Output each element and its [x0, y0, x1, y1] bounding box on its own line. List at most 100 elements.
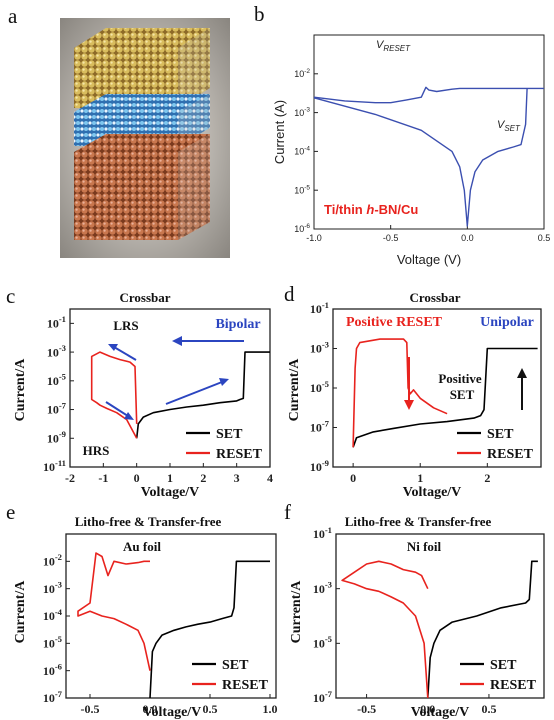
chart-c-ytick-label: 10-3	[47, 343, 67, 359]
ytick-exponent: -5	[322, 379, 329, 389]
ytick-base: 10	[294, 108, 304, 118]
ytick-exponent: -2	[55, 552, 62, 562]
chart-b-series-curve	[313, 88, 528, 227]
chart-f-legend-label-reset: RESET	[490, 678, 537, 693]
vreset-sub: RESET	[383, 44, 411, 53]
chart-e-ytick-label: 10-7	[43, 689, 63, 705]
chart-c-ytick-label: 10-7	[47, 400, 67, 416]
chart-f-series-set	[427, 560, 538, 699]
chart-e-xtick-label: 0.0	[143, 702, 158, 716]
chart-c-xtick-label: -2	[65, 471, 75, 485]
chart-d-legend-label-set: SET	[487, 427, 514, 442]
ytick-base: 10	[294, 185, 304, 195]
chart-f-xtick-label: 0.5	[481, 702, 496, 716]
chart-e-foil-label: Au foil	[123, 539, 161, 554]
chart-f-ytick-label: 10-1	[313, 525, 332, 541]
ytick-exponent: -4	[55, 607, 63, 617]
ytick-base: 10	[310, 342, 322, 356]
chart-e-xtick-label: 1.0	[263, 702, 278, 716]
ytick-base: 10	[47, 345, 59, 359]
chart-f-ytick-label: 10-7	[313, 689, 333, 705]
positive-set-line1: Positive	[438, 371, 482, 386]
ytick-exponent: -3	[304, 107, 310, 114]
chart-d-series-set	[352, 347, 538, 448]
ytick-base: 10	[47, 403, 59, 417]
chart-d-xlabel: Voltage/V	[403, 485, 462, 500]
chart-d-ylabel: Current/A	[287, 358, 302, 422]
chart-f-xtick-label: -0.5	[357, 702, 376, 716]
chart-d-ytick-label: 10-7	[310, 418, 330, 434]
chart-e-xtick-label: -0.5	[81, 702, 100, 716]
ytick-exponent: -7	[325, 689, 333, 699]
chart-c-legend-label-reset: RESET	[216, 447, 263, 462]
ytick-base: 10	[313, 691, 325, 705]
ytick-exponent: -3	[322, 339, 330, 349]
device-label-post: -BN/Cu	[374, 202, 418, 217]
chart-b-device-label: Ti/thin h-BN/Cu	[324, 202, 418, 217]
positive-set-line2: SET	[450, 387, 475, 402]
ytick-base: 10	[310, 302, 322, 316]
chart-d-xtick-label: 0	[350, 471, 356, 485]
chart-b-xtick-label: -0.5	[383, 233, 399, 243]
ytick-exponent: -9	[322, 458, 329, 468]
ytick-base: 10	[313, 637, 325, 651]
arrow-hrs-down	[105, 401, 129, 417]
arrowhead-reset-down	[404, 400, 414, 410]
ytick-base: 10	[43, 460, 55, 474]
chart-f-ylabel: Current/A	[289, 580, 304, 644]
chart-d-ytick-label: 10-5	[310, 379, 329, 395]
chart-d-positive-reset-label: Positive RESET	[346, 315, 443, 330]
ytick-base: 10	[43, 555, 55, 569]
hbn-layer-side	[178, 94, 210, 146]
ytick-base: 10	[43, 691, 55, 705]
chart-e-legend-label-set: SET	[222, 658, 249, 673]
device-label-pre: Ti/thin	[324, 202, 366, 217]
chart-f-frame	[335, 533, 545, 699]
chart-d-ytick-label: 10-1	[310, 300, 329, 316]
ytick-base: 10	[43, 637, 55, 651]
chart-b-vreset-label: VRESET	[376, 39, 411, 53]
chart-d-series-reset	[352, 338, 448, 448]
gold-layer-side	[178, 28, 210, 108]
panel-label-d: d	[284, 282, 295, 306]
vset-v: V	[497, 119, 506, 131]
chart-b-ytick-label: 10-2	[294, 68, 310, 79]
chart-c-xlabel: Voltage/V	[141, 485, 200, 500]
ytick-exponent: -1	[325, 525, 332, 535]
ytick-exponent: -3	[59, 343, 67, 353]
arrow-set-up	[165, 381, 223, 405]
panel-label-f: f	[284, 500, 291, 524]
copper-layer-front	[74, 152, 178, 240]
ytick-base: 10	[47, 317, 59, 331]
ytick-exponent: -5	[325, 634, 332, 644]
chart-c-xtick-label: 2	[200, 471, 206, 485]
gold-layer-top	[74, 28, 210, 48]
ytick-exponent: -1	[322, 300, 329, 310]
chart-b-ylabel: Current (A)	[272, 100, 287, 164]
chart-b-ytick-label: 10-5	[294, 184, 310, 195]
chart-b-ytick-label: 10-3	[294, 107, 310, 118]
chart-c-title: Crossbar	[119, 290, 170, 305]
chart-b-xtick-label: 0.5	[538, 233, 551, 243]
chart-c-hrs-label: HRS	[83, 443, 110, 458]
arrowhead-hrs-down	[124, 412, 134, 420]
chart-c-lrs-label: LRS	[113, 318, 138, 333]
chart-d-xtick-label: 1	[417, 471, 423, 485]
chart-f-title: Litho-free & Transfer-free	[345, 514, 492, 529]
ytick-exponent: -2	[304, 68, 310, 75]
ytick-base: 10	[294, 69, 304, 79]
chart-b-xlabel: Voltage (V)	[397, 252, 461, 267]
chart-f-legend-label-set: SET	[490, 658, 517, 673]
chart-b-series-curve	[313, 86, 544, 104]
chart-c-ytick-label: 10-9	[47, 429, 66, 445]
ytick-base: 10	[310, 421, 322, 435]
copper-layer-side	[178, 134, 210, 240]
ytick-base: 10	[310, 381, 322, 395]
ytick-exponent: -6	[304, 223, 310, 230]
panel-label-a: a	[8, 4, 18, 28]
ytick-exponent: -5	[304, 184, 310, 191]
chart-d-legend-label-reset: RESET	[487, 447, 534, 462]
ytick-exponent: -11	[55, 458, 66, 468]
